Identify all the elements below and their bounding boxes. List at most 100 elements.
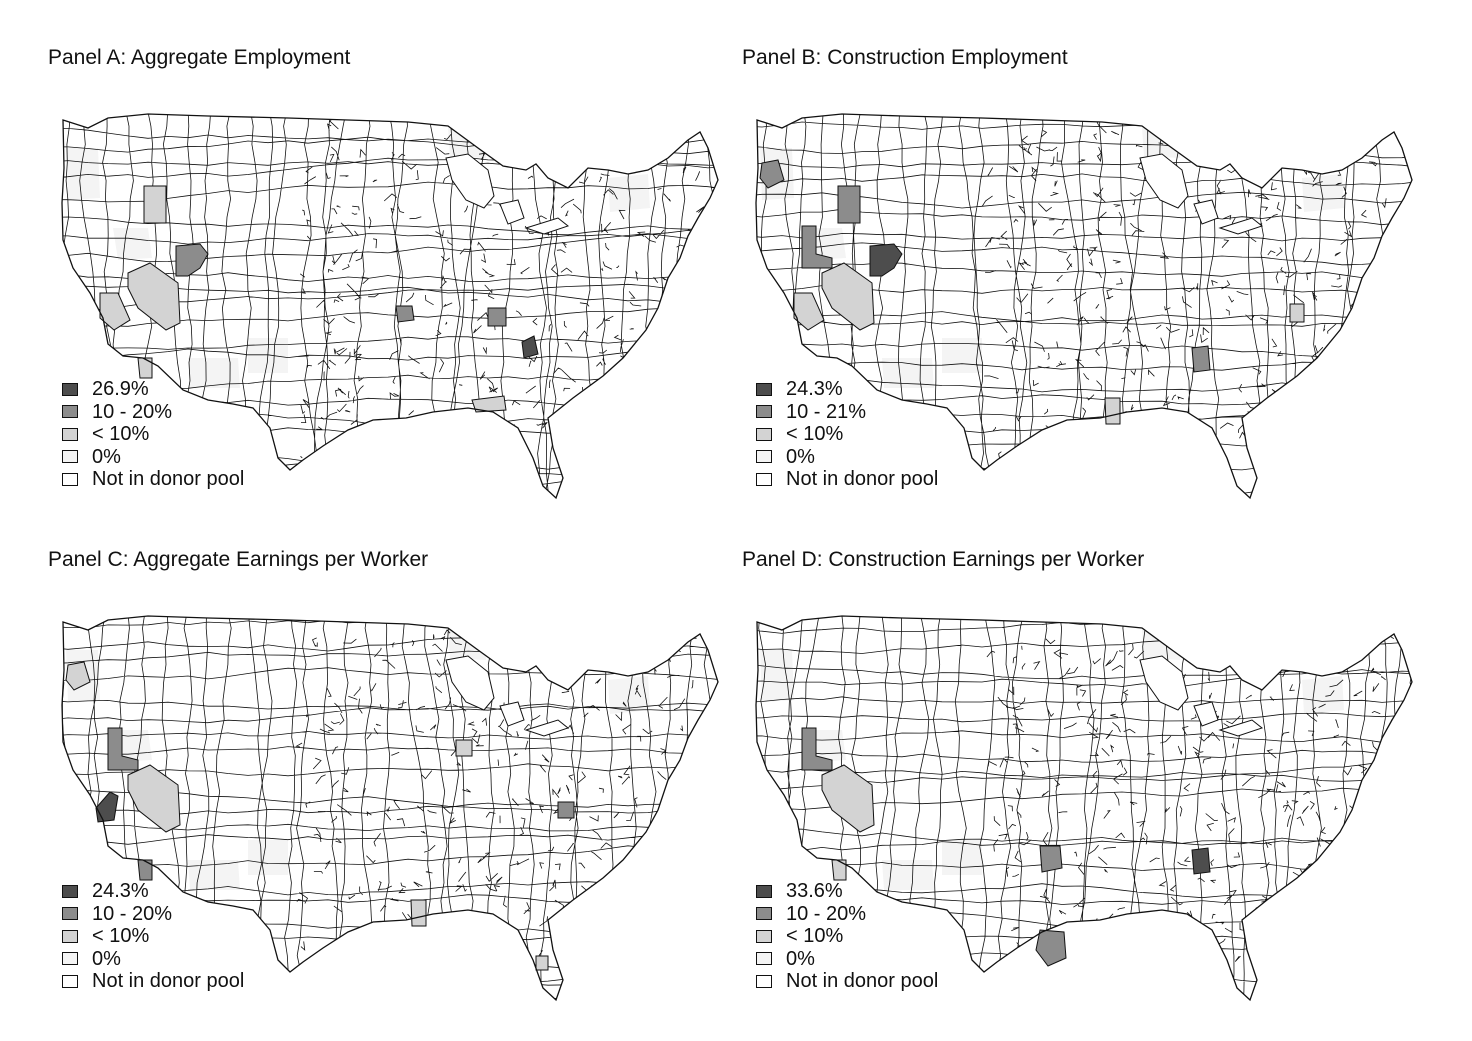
legend-item-zero: 0% [62,948,244,971]
legend-label: 0% [786,445,815,468]
zone-zero [760,650,794,702]
highlighted-zone-wash-west [65,661,91,691]
legend-swatch [756,952,772,966]
legend-swatch [756,907,772,921]
legend-swatch [756,450,772,464]
legend-label: < 10% [786,925,844,948]
highlighted-zone-gulf-alabama [410,899,427,927]
panel-title: Panel D: Construction Earnings per Worke… [742,548,1145,571]
panel-d: Panel D: Construction Earnings per Worke… [694,502,1413,1002]
map-legend: 24.3% 10 - 20% < 10% 0% Not in donor poo… [62,880,244,993]
highlighted-zone-idaho-mid [143,185,167,224]
great-lakes [445,655,570,737]
land-area [756,114,1412,498]
legend-swatch [756,472,772,486]
great-lakes [1139,655,1264,737]
great-lakes [1139,153,1264,235]
zone-zero [807,730,846,762]
legend-label: 0% [92,947,121,970]
legend-item-not-in-pool: Not in donor pool [756,970,938,993]
highlighted-zone-idaho-mid [837,185,861,224]
highlighted-zone-florida-mid [535,955,549,971]
panel-b: Panel B: Construction Employment 24.3% 1… [694,0,1413,500]
legend-item-not-in-pool: Not in donor pool [62,970,244,993]
legend-swatch [756,974,772,988]
legend-swatch [62,952,78,966]
zone-zero [113,228,152,260]
zone-zero [1302,174,1344,212]
legend-label: Not in donor pool [786,970,939,993]
zone-zero [807,228,846,260]
legend-item-max: 24.3% [62,880,244,903]
panel-title: Panel A: Aggregate Employment [48,46,351,69]
legend-item-under-10: < 10% [756,925,938,948]
highlighted-zone-tenn-east [521,335,539,359]
legend-item-10-20: 10 - 20% [756,903,938,926]
highlighted-zone-socal-coast [137,859,153,881]
legend-swatch [62,405,78,419]
legend-label: Not in donor pool [92,970,245,993]
legend-item-zero: 0% [62,446,244,469]
highlighted-zone-gulf-alabama [1104,397,1121,425]
zone-zero [608,174,650,212]
us-commuting-zone-map [755,615,1413,1002]
zone-zero [882,860,934,890]
map-legend: 33.6% 10 - 20% < 10% 0% Not in donor poo… [756,880,938,993]
legend-swatch [62,907,78,921]
legend-label: 33.6% [786,880,843,903]
legend-label: 10 - 20% [92,902,173,925]
highlighted-zone-socal-coast [137,357,153,379]
panel-c: Panel C: Aggregate Earnings per Worker 2… [0,502,719,1002]
legend-label: < 10% [92,423,150,446]
legend-item-not-in-pool: Not in donor pool [756,468,938,491]
legend-item-max: 26.9% [62,378,244,401]
legend-label: 10 - 20% [92,400,173,423]
legend-item-under-10: < 10% [62,423,244,446]
legend-label: 0% [92,445,121,468]
highlighted-zone-georgia-north [1191,847,1211,875]
highlighted-zone-gulf-louisiana [471,395,507,413]
land-area [62,616,718,1000]
us-outline [61,113,719,500]
us-commuting-zone-map [755,113,1413,500]
legend-label: < 10% [786,423,844,446]
legend-item-under-10: < 10% [756,423,938,446]
legend-label: Not in donor pool [92,468,245,491]
legend-label: 0% [786,947,815,970]
highlighted-zone-texas-central [1039,845,1063,873]
legend-swatch [62,472,78,486]
highlighted-zone-nevada-south [127,764,181,833]
legend-label: < 10% [92,925,150,948]
highlighted-zone-nevada-north [107,727,139,771]
highlighted-zone-nevada-south [821,764,875,833]
highlighted-zone-illinois-chicago [455,739,473,757]
highlighted-zone-wash-west [759,159,785,189]
legend-swatch [756,427,772,441]
highlighted-zone-nevada-north [801,225,833,269]
highlighted-zone-nevada-south [127,262,181,331]
zone-zero [248,840,288,875]
us-outline [755,113,1413,500]
legend-swatch [62,450,78,464]
highlighted-zone-socal-coast [831,859,847,881]
legend-swatch [62,884,78,898]
legend-swatch [756,405,772,419]
highlighted-zone-nevada-south [821,262,875,331]
panel-title: Panel B: Construction Employment [742,46,1068,69]
legend-label: 10 - 21% [786,400,867,423]
us-outline [755,615,1413,1002]
legend-item-zero: 0% [756,948,938,971]
highlighted-zone-kansas-small [395,305,415,323]
highlighted-zone-illinois-south [487,307,507,327]
legend-item-zero: 0% [756,446,938,469]
legend-item-not-in-pool: Not in donor pool [62,468,244,491]
us-outline [61,615,719,1002]
legend-label: Not in donor pool [786,468,939,491]
highlighted-zone-calif-reno [95,791,119,823]
highlighted-zone-virginia-coast [1289,303,1305,323]
zone-zero [188,358,240,388]
legend-label: 24.3% [786,378,843,401]
legend-item-max: 24.3% [756,378,938,401]
legend-label: 26.9% [92,378,149,401]
map-legend: 26.9% 10 - 20% < 10% 0% Not in donor poo… [62,378,244,491]
